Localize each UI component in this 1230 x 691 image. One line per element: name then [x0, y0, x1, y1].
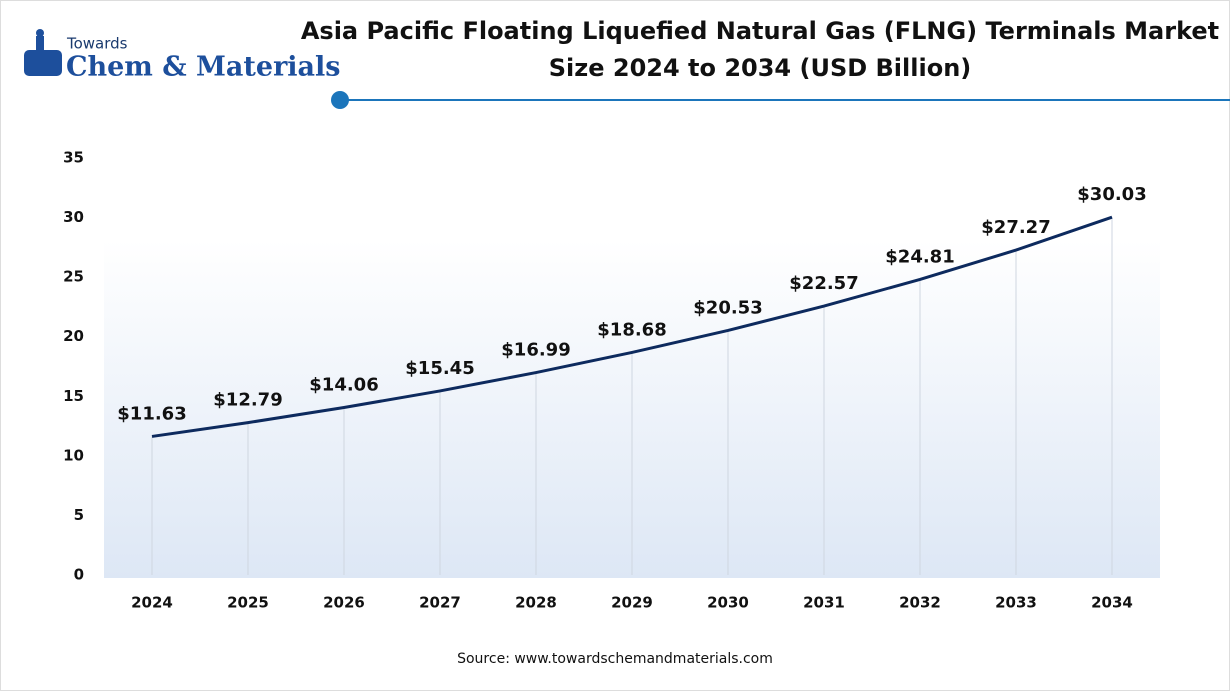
- x-tick-label: 2026: [323, 594, 365, 612]
- value-label: $18.68: [597, 319, 666, 340]
- line: [151, 215, 1113, 438]
- y-tick-label: 25: [63, 268, 84, 286]
- value-label: $16.99: [501, 340, 570, 361]
- y-tick-label: 5: [74, 506, 84, 524]
- chart-subtitle: Size 2024 to 2034 (USD Billion): [549, 54, 972, 82]
- y-tick-label: 10: [63, 446, 84, 464]
- x-tick-label: 2027: [419, 594, 461, 612]
- logo-icon: [36, 29, 44, 37]
- x-tick-label: 2024: [131, 594, 173, 612]
- value-label: $12.79: [213, 390, 282, 411]
- logo-bottom: Chem & Materials: [66, 52, 341, 83]
- title-rule-dot: [331, 91, 349, 109]
- y-tick-label: 20: [63, 327, 84, 345]
- value-label: $14.06: [309, 374, 378, 395]
- x-tick-label: 2029: [611, 594, 653, 612]
- x-tick-label: 2031: [803, 594, 845, 612]
- value-label: $15.45: [405, 358, 474, 379]
- value-label: $20.53: [693, 297, 762, 318]
- x-tick-label: 2030: [707, 594, 749, 612]
- x-tick-label: 2032: [899, 594, 941, 612]
- x-tick-label: 2034: [1091, 594, 1133, 612]
- source: Source: www.towardschemandmaterials.com: [457, 651, 773, 667]
- y-tick-label: 0: [74, 566, 84, 584]
- value-label: $11.63: [117, 403, 186, 424]
- y-tick-label: 15: [63, 387, 84, 405]
- x-tick-label: 2028: [515, 594, 557, 612]
- y-tick-label: 30: [63, 208, 84, 226]
- logo-icon: [24, 50, 62, 76]
- x-tick-label: 2033: [995, 594, 1037, 612]
- logo-icon: [36, 36, 44, 54]
- chart-title: Asia Pacific Floating Liquefied Natural …: [301, 17, 1219, 45]
- value-label: $22.57: [789, 273, 858, 294]
- value-label: $24.81: [885, 246, 954, 267]
- logo: Towards Chem & Materials: [24, 29, 341, 83]
- logo-top: Towards: [66, 35, 128, 53]
- value-label: $30.03: [1077, 184, 1146, 205]
- x-tick-label: 2025: [227, 594, 269, 612]
- y-tick-label: 35: [63, 149, 84, 167]
- value-label: $27.27: [981, 217, 1050, 238]
